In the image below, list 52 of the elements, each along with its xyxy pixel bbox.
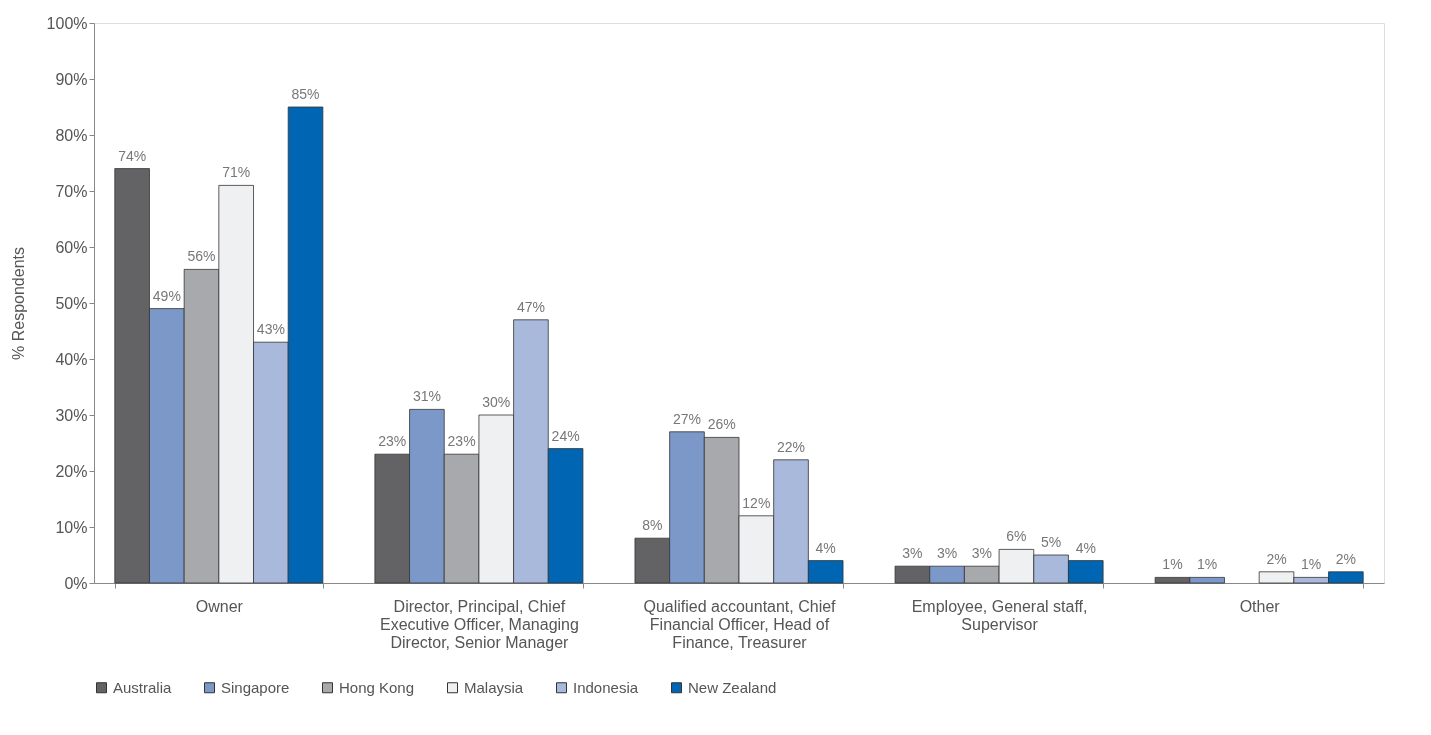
legend-label: New Zealand <box>688 678 777 696</box>
y-tick-label: 80% <box>55 126 88 144</box>
data-label: 4% <box>815 539 836 556</box>
legend-label: Hong Kong <box>339 678 415 696</box>
data-label: 3% <box>936 545 958 562</box>
legend-label: Indonesia <box>573 678 639 696</box>
y-tick-label: 70% <box>55 182 88 200</box>
data-label: 30% <box>482 394 511 410</box>
y-axis-title: % Respondents <box>9 247 27 360</box>
data-label: 12% <box>742 494 771 511</box>
data-label: 8% <box>642 517 663 534</box>
y-tick-label: 90% <box>55 70 88 88</box>
y-tick-label: 50% <box>55 294 88 312</box>
data-label: 71% <box>222 164 251 181</box>
data-label: 1% <box>1301 556 1322 573</box>
y-tick-label: 60% <box>55 238 88 256</box>
data-label: 26% <box>707 416 736 433</box>
data-label: 74% <box>118 147 147 164</box>
data-label: 47% <box>516 298 545 315</box>
data-label: 23% <box>378 433 407 450</box>
y-tick-label: 20% <box>55 462 88 480</box>
data-label: 2% <box>1266 550 1287 567</box>
data-label: 6% <box>1006 528 1027 545</box>
data-label: 43% <box>256 321 285 338</box>
data-label: 31% <box>412 388 441 405</box>
x-tick-label: Employee, General staff, Supervisor <box>911 597 1088 633</box>
data-label: 49% <box>152 287 181 304</box>
x-tick-label: Director, Principal, Chief Executive Officer, Managing Director, Senior Manager <box>379 597 579 651</box>
data-label: 24% <box>551 427 580 444</box>
data-label: 1% <box>1162 556 1183 573</box>
legend-label: Australia <box>113 678 173 696</box>
y-tick-label: 40% <box>55 350 88 368</box>
data-label: 85% <box>291 86 320 102</box>
data-label: 56% <box>187 248 216 265</box>
y-tick-label: 10% <box>55 518 88 536</box>
data-label: 1% <box>1197 556 1218 573</box>
legend-label: Malaysia <box>464 678 524 696</box>
data-label: 2% <box>1335 550 1356 567</box>
data-label: 27% <box>672 410 701 427</box>
data-label: 23% <box>447 433 476 450</box>
data-label: 3% <box>902 545 923 562</box>
data-label: 5% <box>1040 534 1062 550</box>
data-label: 22% <box>777 438 806 455</box>
data-label: 3% <box>971 545 992 562</box>
x-tick-label: Other <box>1239 597 1281 615</box>
y-tick-label: 30% <box>55 406 88 424</box>
legend-label: Singapore <box>221 678 290 696</box>
data-label: 4% <box>1075 539 1096 556</box>
y-tick-label: 100% <box>46 14 88 32</box>
y-tick-label: 0% <box>64 574 88 592</box>
x-tick-label: Owner <box>195 597 244 615</box>
x-tick-label: Qualified accountant, Chief Financial Officer, Head of Finance, Treasurer <box>643 597 837 651</box>
